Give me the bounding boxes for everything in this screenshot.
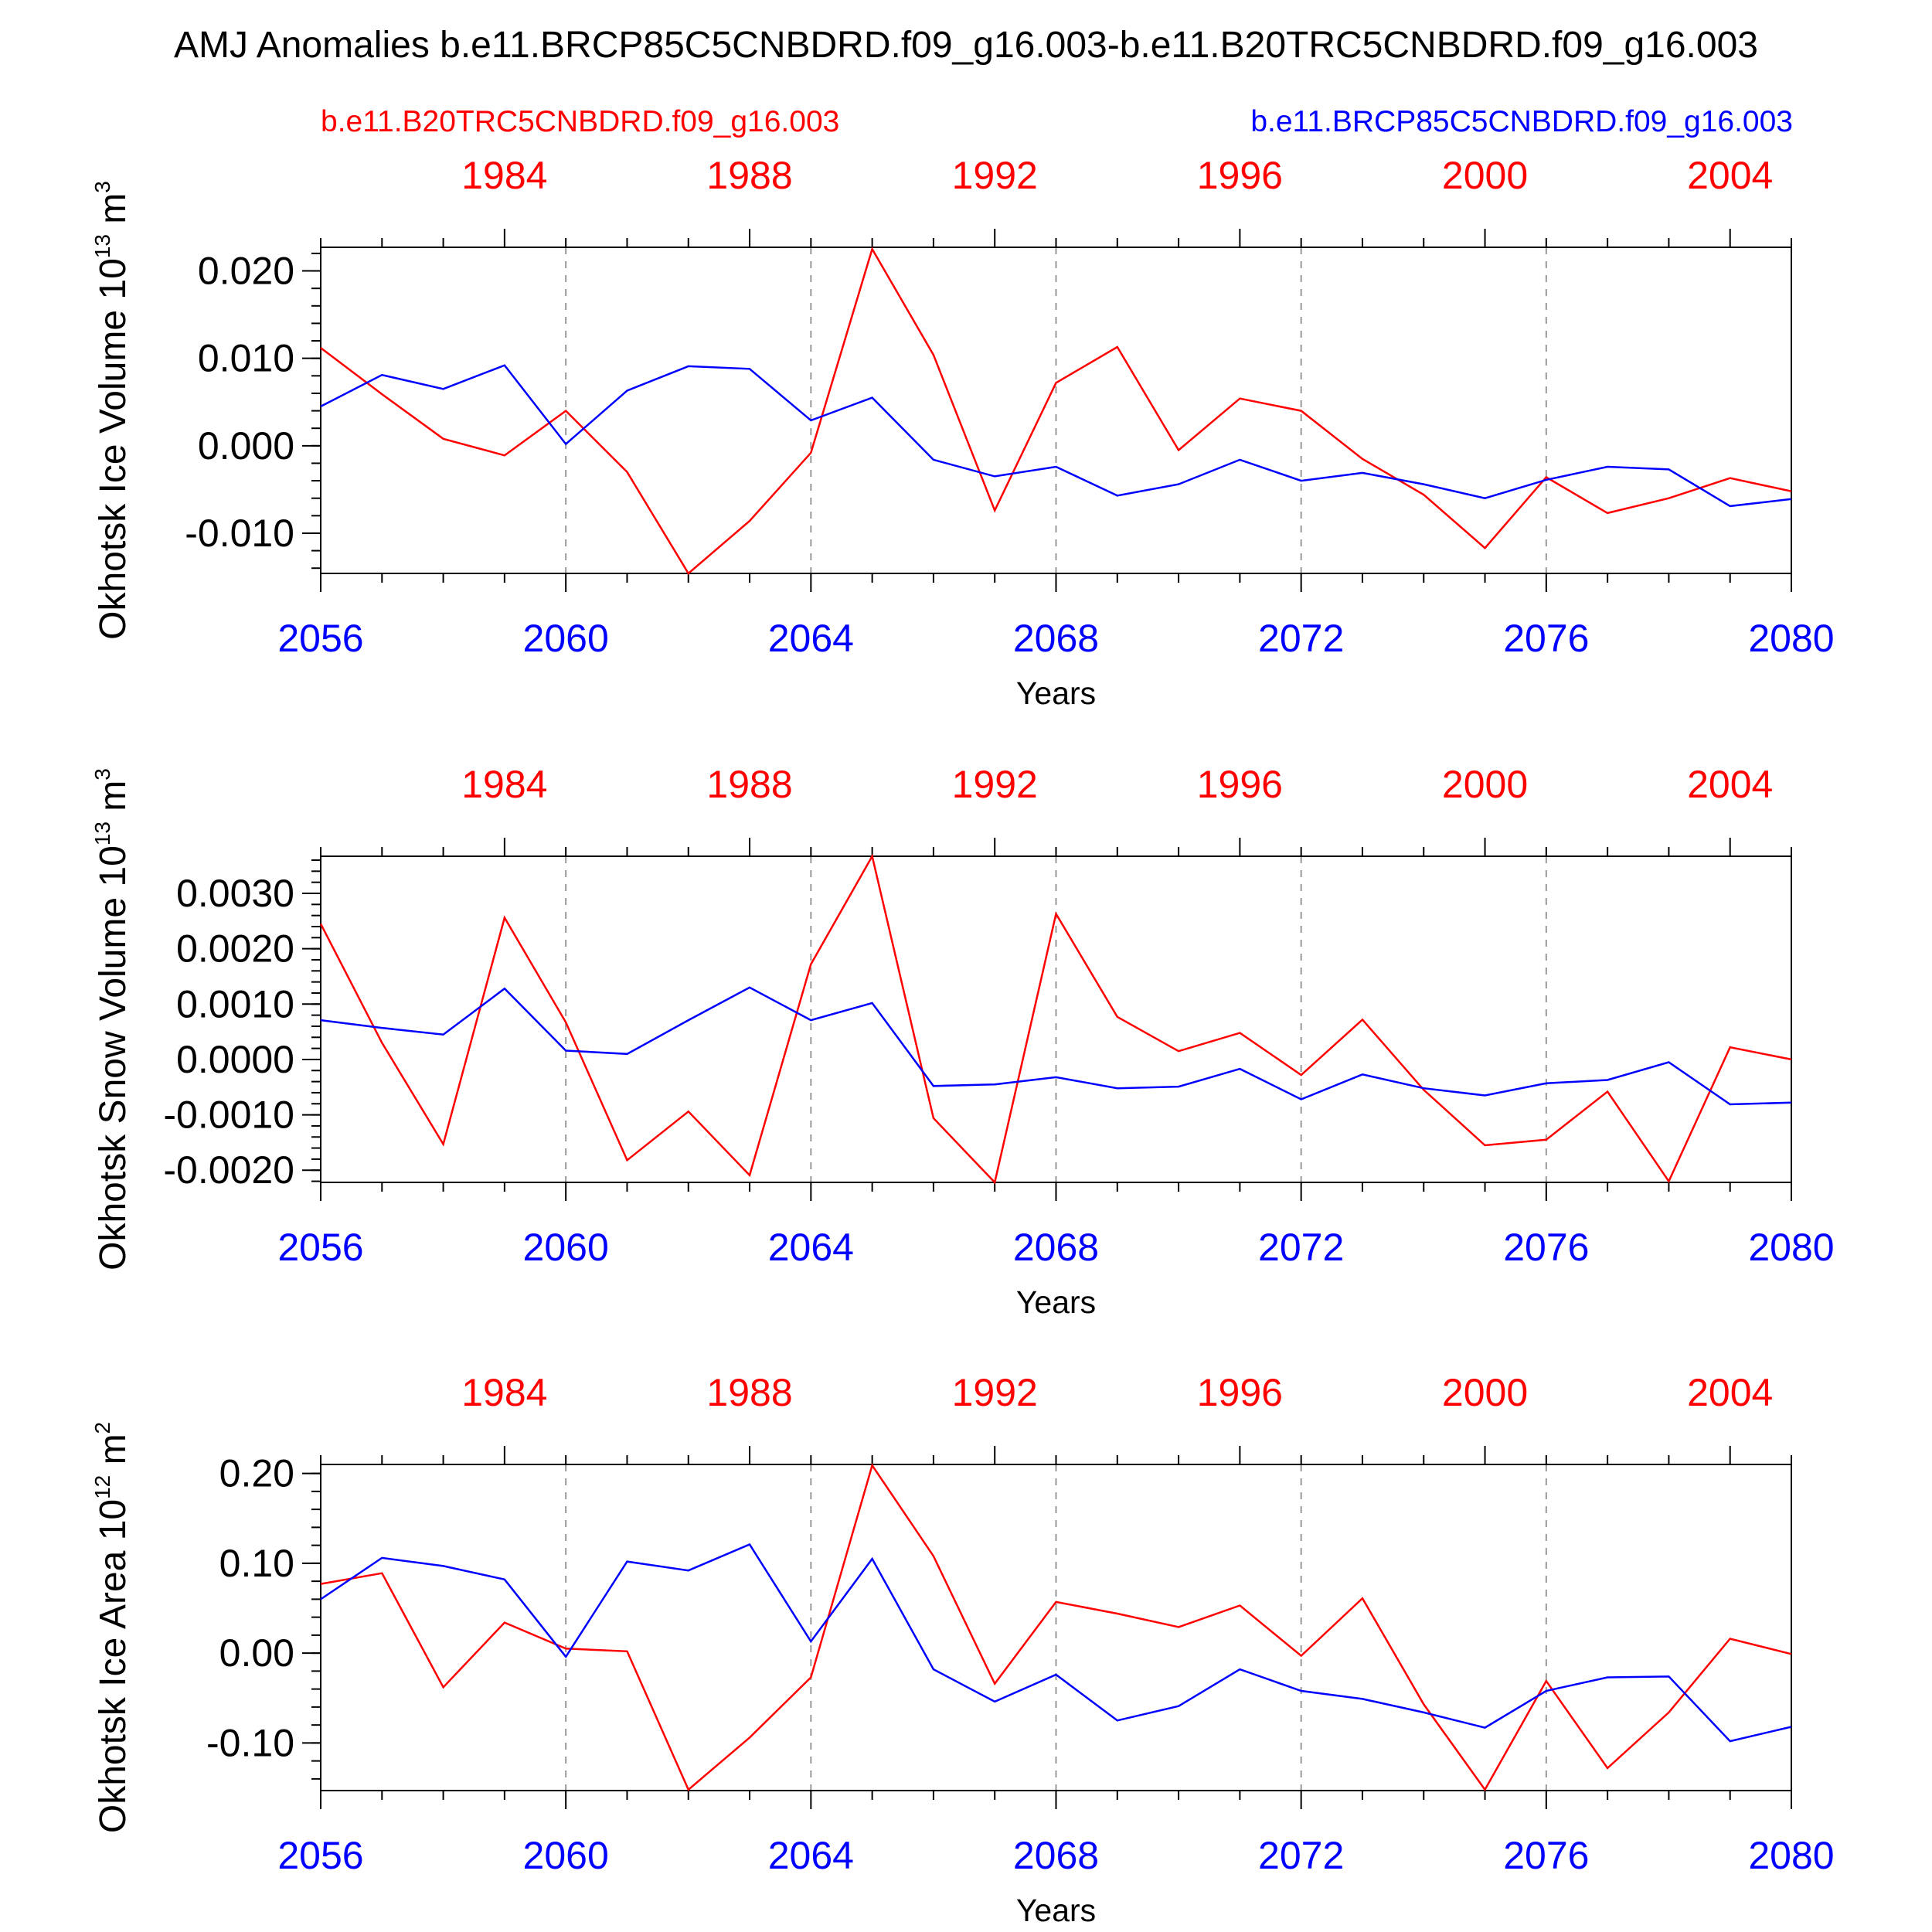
x-top-tick-label: 1992 [952,1371,1038,1414]
x-top-tick-label: 1992 [952,154,1038,197]
y-tick-label: 0.00 [219,1631,294,1675]
x-bottom-tick-label: 2080 [1748,617,1834,660]
x-bottom-tick-label: 2068 [1013,1834,1099,1877]
x-top-tick-label: 1984 [461,763,547,806]
x-bottom-tick-label: 2056 [277,1834,363,1877]
x-top-tick-label: 1984 [461,154,547,197]
plot-frame [320,855,1792,1183]
panel-2: 0.0030 0.0020 0.0010 0.0000 -0.0010 -0.0020 20… [90,763,1835,1320]
y-tick-label: 0.0010 [176,982,294,1026]
series-line-blue [320,364,1792,508]
x-bottom-tick-label: 2068 [1013,1226,1099,1269]
legend-blue-series: b.e11.BRCP85C5CNBDRD.f09_g16.003 [1250,105,1793,138]
x-bottom-tick-label: 2076 [1503,1226,1589,1269]
series-line-red [319,853,1792,1185]
y-tick-label: 0.0020 [176,927,294,971]
y-axis-label: Okhotsk Ice Volume 1013 m3 [90,181,134,640]
legend-red-series: b.e11.B20TRC5CNBDRD.f09_g16.003 [321,105,839,138]
series-line-red [320,1463,1792,1792]
y-tick-label: 0.20 [219,1452,294,1495]
x-bottom-tick-label: 2064 [768,1226,854,1269]
x-top-tick-label: 2000 [1442,763,1528,806]
panel-3: 0.20 0.10 0.00 -0.10 2056 2060 2064 2068 2072 207… [90,1371,1835,1928]
series-line-red [320,247,1792,575]
y-tick-label: 0.010 [198,337,294,380]
y-tick-label: -0.10 [206,1721,294,1764]
x-bottom-tick-label: 2080 [1748,1834,1834,1877]
x-top-tick-label: 2004 [1687,763,1773,806]
plot-frame [320,247,1792,574]
plot-frame [320,1464,1792,1791]
x-bottom-tick-label: 2076 [1503,1834,1589,1877]
panels: 0.020 0.010 0.000 -0.010 2056 2060 2064 2068 207… [90,154,1835,1928]
x-bottom-tick-label: 2072 [1258,1834,1344,1877]
x-top-tick-label: 1996 [1197,1371,1283,1414]
x-top-tick-label: 1988 [706,154,792,197]
panel-1: 0.020 0.010 0.000 -0.010 2056 2060 2064 2068 207… [90,154,1835,711]
x-axis-label: Years [1016,1284,1096,1320]
x-bottom-tick-label: 2056 [277,1226,363,1269]
x-top-tick-label: 2004 [1687,1371,1773,1414]
y-tick-label: 0.10 [219,1542,294,1585]
x-bottom-tick-label: 2072 [1258,1226,1344,1269]
x-bottom-tick-label: 2064 [768,617,854,660]
figure-title: AMJ Anomalies b.e11.BRCP85C5CNBDRD.f09_g… [174,25,1758,66]
series-line-blue [320,1543,1792,1743]
x-top-tick-label: 1996 [1197,763,1283,806]
y-axis-label: Okhotsk Ice Area 1012 m2 [90,1422,134,1833]
x-top-tick-label: 1988 [706,763,792,806]
x-bottom-tick-label: 2060 [523,1834,609,1877]
x-bottom-tick-label: 2056 [277,617,363,660]
x-bottom-tick-label: 2064 [768,1834,854,1877]
y-tick-label: 0.0030 [176,872,294,915]
y-tick-label: 0.0000 [176,1038,294,1081]
x-bottom-tick-label: 2068 [1013,617,1099,660]
y-tick-label: 0.020 [198,250,294,293]
x-bottom-tick-label: 2080 [1748,1226,1834,1269]
y-tick-label: -0.010 [185,512,294,555]
x-bottom-tick-label: 2060 [523,1226,609,1269]
x-top-tick-label: 1984 [461,1371,547,1414]
series-line-blue [320,986,1792,1106]
x-bottom-tick-label: 2076 [1503,617,1589,660]
x-bottom-tick-label: 2060 [523,617,609,660]
x-top-tick-label: 2004 [1687,154,1773,197]
x-top-tick-label: 1988 [706,1371,792,1414]
y-tick-label: 0.000 [198,424,294,468]
y-tick-label: -0.0020 [163,1148,294,1192]
x-axis-label: Years [1016,675,1096,711]
x-top-tick-label: 1992 [952,763,1038,806]
x-axis-label: Years [1016,1893,1096,1928]
x-top-tick-label: 1996 [1197,154,1283,197]
y-tick-label: -0.0010 [163,1094,294,1137]
x-bottom-tick-label: 2072 [1258,617,1344,660]
x-top-tick-label: 2000 [1442,1371,1528,1414]
x-top-tick-label: 2000 [1442,154,1528,197]
y-axis-label: Okhotsk Snow Volume 1013 m3 [90,768,134,1270]
